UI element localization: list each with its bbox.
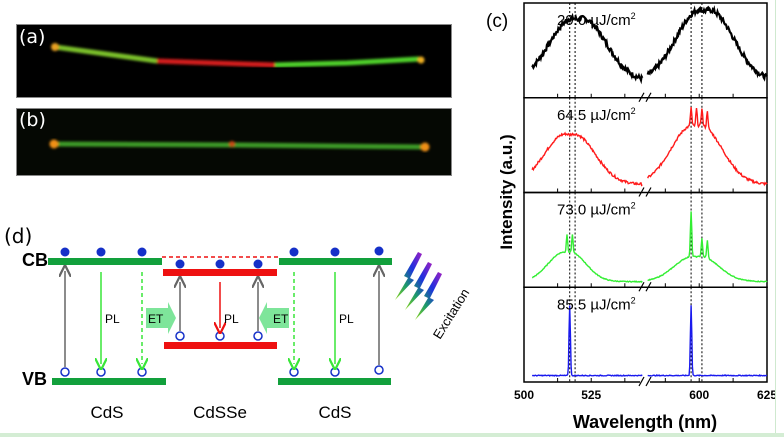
cds-left-vb-band [52, 378, 166, 385]
panel-b-label: (b) [19, 109, 46, 131]
nanowire-a [51, 43, 425, 68]
cds-left-cb-band [48, 258, 162, 265]
electron [96, 247, 106, 257]
et-label-left: ET [148, 312, 164, 326]
nanowire-a-cds-left [54, 44, 158, 64]
hole [374, 365, 384, 375]
x-tick-label: 625 [757, 388, 777, 402]
et-arrow-right [259, 302, 289, 334]
excitation-label: Excitation [430, 286, 473, 342]
fluorescence-image-b: (b) [16, 108, 452, 176]
electron [60, 247, 70, 257]
hole [96, 367, 106, 377]
nanowire-b-body [53, 141, 428, 150]
x-tick-label: 600 [689, 388, 709, 402]
electron [374, 246, 384, 256]
fluence-label: 29.0 µJ/cm2 [557, 11, 636, 29]
spectrum-line-1 [646, 5, 768, 82]
cdsse-vb-band [164, 342, 277, 349]
material-label: CdS [90, 403, 123, 422]
hole [137, 367, 147, 377]
et-label-right: ET [273, 312, 289, 326]
energy-band-diagram: CB VB PL ET ET PL PL CdS CdSSe CdS [22, 246, 473, 422]
page-edge-bottom [0, 433, 784, 437]
panel-a-label: (a) [19, 26, 46, 48]
page-edge-right [775, 0, 784, 437]
pl-spectra-chart: (c) Intensity (a.u.) Wavelength (nm) 29.… [486, 2, 777, 432]
nanowire-b-center-spot [229, 141, 235, 147]
electron [289, 247, 299, 257]
spectrum-line-3 [647, 211, 768, 283]
electron [215, 259, 225, 269]
fluorescence-image-a: (a) [16, 24, 452, 98]
spectrum-line-2 [531, 131, 643, 187]
nanowire-b-end-left [49, 139, 59, 149]
nanowire-a-end-left [51, 43, 59, 51]
hole [289, 367, 299, 377]
electron [330, 247, 340, 257]
cds-right-cb-band [279, 258, 392, 265]
x-tick-label: 525 [581, 388, 601, 402]
fluence-label: 64.5 µJ/cm2 [557, 106, 636, 124]
pl-label: PL [105, 312, 120, 326]
electron [253, 259, 263, 269]
hole [215, 331, 225, 341]
axis-break-mark [638, 376, 645, 387]
nanowire-b [49, 139, 430, 152]
hole [60, 367, 70, 377]
panel-d-label: (d) [4, 224, 33, 248]
electron [137, 247, 147, 257]
pl-label: PL [339, 312, 354, 326]
cb-label: CB [22, 250, 48, 270]
cds-right-vb-band [278, 378, 391, 385]
panel-c-label: (c) [486, 11, 508, 32]
excitation-lightning-icon [395, 252, 442, 320]
axis-break-gap [640, 378, 650, 386]
x-tick-label: 500 [514, 388, 534, 402]
hole [253, 331, 263, 341]
vb-label: VB [22, 369, 47, 389]
spectrum-line-4 [531, 305, 643, 377]
et-arrow-left [146, 302, 176, 334]
pl-label: PL [224, 312, 239, 326]
nanowire-b-end-right [420, 142, 430, 152]
hole [175, 331, 185, 341]
axis-break-mark [645, 376, 652, 387]
fluence-label: 73.0 µJ/cm2 [557, 201, 636, 219]
hole [330, 367, 340, 377]
fluence-label: 85.5 µJ/cm2 [557, 295, 636, 313]
spectrum-line-2 [647, 107, 768, 187]
nanowire-a-end-right [417, 56, 425, 64]
spectrum-line-3 [532, 234, 643, 283]
cdsse-cb-band [163, 269, 277, 276]
material-label: CdSSe [193, 403, 247, 422]
y-axis-label: Intensity (a.u.) [497, 134, 516, 249]
nanowire-a-cds-right [274, 56, 420, 68]
x-axis-label: Wavelength (nm) [573, 412, 717, 432]
spectrum-line-1 [531, 12, 644, 85]
spectrum-line-4 [647, 305, 768, 377]
nanowire-a-cdsse-middle [156, 58, 276, 68]
material-label: CdS [318, 403, 351, 422]
electron [175, 259, 185, 269]
